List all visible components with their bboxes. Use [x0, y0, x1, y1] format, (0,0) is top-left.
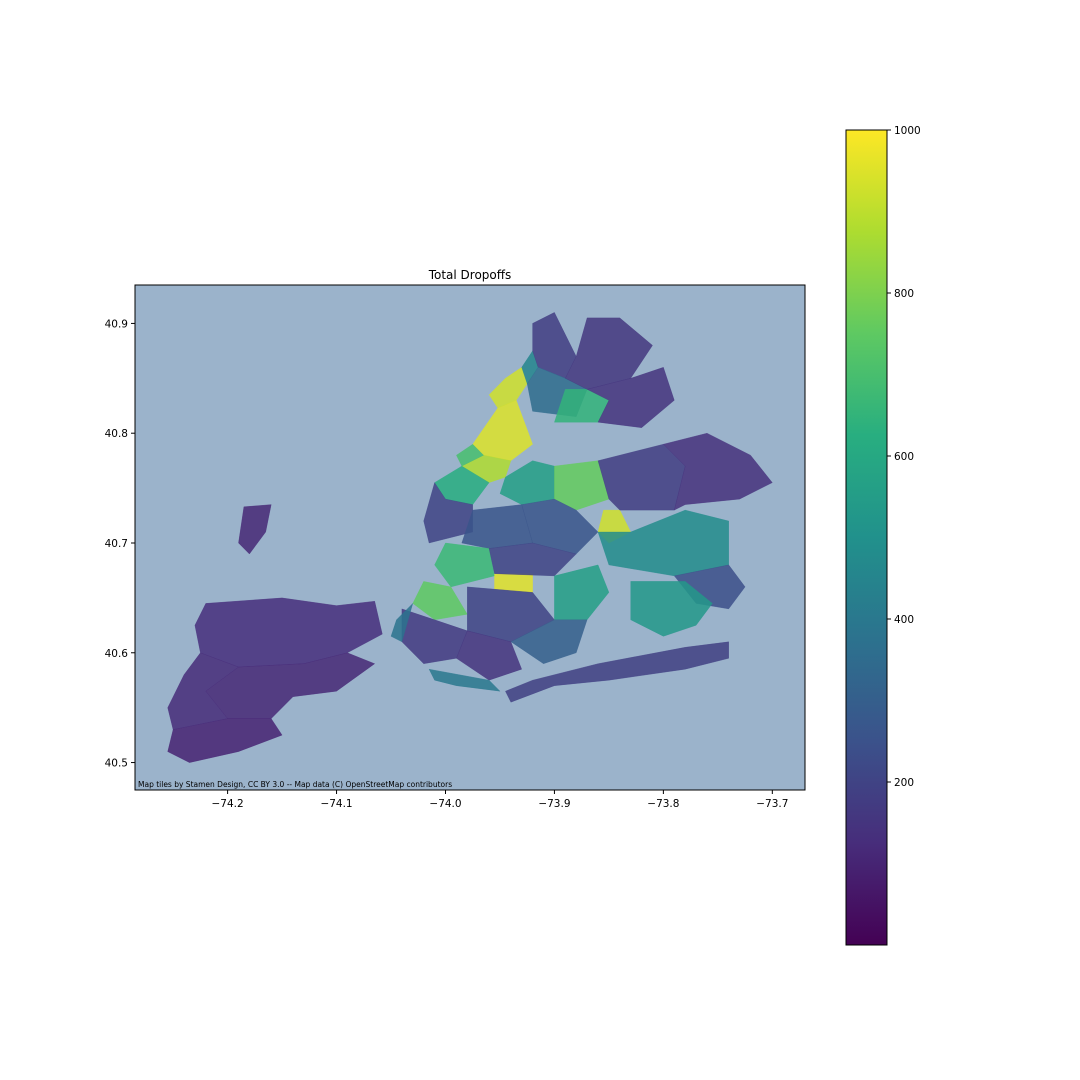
x-axis: −74.2 −74.1 −74.0 −73.9 −73.8 −73.7 — [212, 790, 788, 810]
x-tick-label: −74.1 — [320, 798, 352, 810]
region-brooklyn-coney-island — [428, 668, 501, 692]
region-brooklyn-sunset-park — [412, 581, 468, 621]
region-brooklyn-bensonhurst — [456, 630, 523, 681]
region-jfk-airport — [630, 581, 713, 637]
region-brooklyn-downtown — [434, 542, 495, 588]
colorbar-ticks: 200 400 600 800 1000 — [887, 125, 921, 789]
region-rockaways — [505, 641, 729, 703]
region-layer — [167, 312, 773, 763]
region-brooklyn-canarsie — [510, 619, 588, 664]
y-axis: 40.5 40.6 40.7 40.8 40.9 — [105, 318, 135, 770]
colorbar-frame — [845, 129, 888, 946]
x-tick-label: −73.8 — [647, 798, 679, 810]
region-brooklyn-bushwick — [488, 542, 577, 577]
region-bronx-northeast — [564, 317, 653, 390]
region-queens-northeast — [662, 432, 773, 511]
map-attribution: Map tiles by Stamen Design, CC BY 3.0 --… — [138, 780, 452, 789]
colorbar-gradient — [846, 130, 887, 945]
y-tick-label: 40.7 — [105, 538, 128, 550]
y-tick-label: 40.5 — [105, 758, 128, 770]
region-bronx-east — [586, 366, 675, 428]
colorbar: 200 400 600 800 1000 — [845, 125, 921, 946]
x-tick-label: −73.7 — [756, 798, 788, 810]
y-tick-label: 40.6 — [105, 648, 129, 660]
colorbar-tick-label: 200 — [894, 777, 914, 789]
chart-title: Total Dropoffs — [428, 268, 512, 282]
colorbar-tick-label: 1000 — [894, 125, 921, 137]
y-tick-label: 40.9 — [105, 318, 128, 330]
region-staten-island-west — [167, 652, 240, 730]
colorbar-tick-label: 600 — [894, 451, 914, 463]
axes-frame — [134, 284, 806, 791]
x-tick-label: −74.2 — [212, 798, 244, 810]
y-tick-label: 40.8 — [105, 428, 128, 440]
x-tick-label: −73.9 — [538, 798, 570, 810]
region-staten-island-south — [167, 718, 283, 763]
x-tick-label: −74.0 — [429, 798, 461, 810]
region-queens-jackson-heights — [554, 460, 610, 511]
colorbar-tick-label: 800 — [894, 288, 914, 300]
region-brooklyn-bay-edge — [390, 602, 414, 643]
colorbar-tick-label: 400 — [894, 614, 914, 626]
region-brooklyn-east-new-york — [554, 564, 610, 621]
map-axes: Map tiles by Stamen Design, CC BY 3.0 --… — [105, 284, 806, 810]
region-newark-patch — [238, 504, 272, 555]
region-queens-jamaica — [597, 509, 729, 577]
region-brooklyn-williamsburg — [461, 504, 533, 549]
